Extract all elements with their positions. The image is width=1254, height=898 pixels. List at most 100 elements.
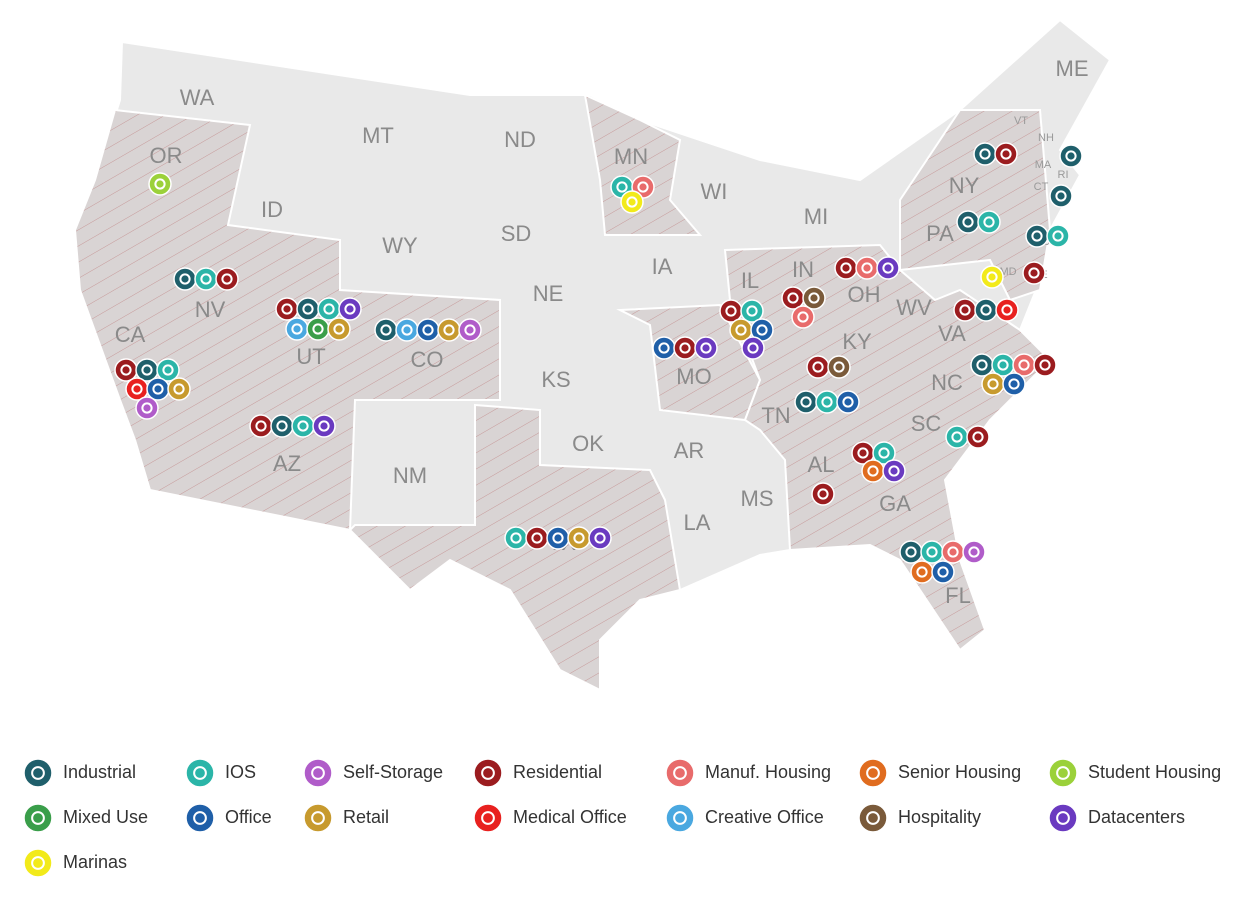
state-label: MN (614, 144, 648, 169)
marker-bg (317, 297, 341, 321)
marker-bg (665, 758, 695, 788)
marker-glyph (735, 324, 747, 336)
marker (899, 540, 923, 564)
marker-bg (303, 758, 333, 788)
marker-glyph (756, 324, 768, 336)
state-label: NM (393, 463, 427, 488)
marker-glyph (141, 364, 153, 376)
marker-bg (23, 803, 53, 833)
marker-bg (1033, 353, 1057, 377)
marker-glyph (673, 766, 687, 780)
marker-glyph (510, 532, 522, 544)
marker-bg (995, 298, 1019, 322)
marker-glyph (276, 420, 288, 432)
marker-glyph (905, 546, 917, 558)
marker (185, 758, 215, 788)
legend-label: Residential (513, 762, 602, 782)
marker-glyph (1031, 230, 1043, 242)
marker-bg (815, 390, 839, 414)
marker-bg (1049, 184, 1073, 208)
marker-glyph (968, 546, 980, 558)
marker-glyph (573, 532, 585, 544)
state-label: KS (541, 367, 570, 392)
marker-bg (966, 425, 990, 449)
state-label: ID (261, 197, 283, 222)
state-label: TN (761, 403, 790, 428)
marker-glyph (947, 546, 959, 558)
marker-glyph (1018, 359, 1030, 371)
marker-bg (437, 318, 461, 342)
marker (794, 390, 818, 414)
marker (458, 318, 482, 342)
marker (977, 210, 1001, 234)
marker-glyph (31, 766, 45, 780)
marker-glyph (821, 396, 833, 408)
marker-glyph (812, 361, 824, 373)
marker (920, 540, 944, 564)
marker-glyph (1056, 811, 1070, 825)
marker-glyph (1001, 304, 1013, 316)
marker (317, 297, 341, 321)
marker-bg (588, 526, 612, 550)
marker (249, 414, 273, 438)
marker (185, 803, 215, 833)
marker (567, 526, 591, 550)
marker-bg (861, 459, 885, 483)
marker (146, 377, 170, 401)
marker-glyph (380, 324, 392, 336)
marker (306, 317, 330, 341)
marker-glyph (443, 324, 455, 336)
marker-bg (1048, 803, 1078, 833)
marker-bg (694, 336, 718, 360)
marker-bg (1002, 372, 1026, 396)
marker-bg (167, 377, 191, 401)
marker-bg (395, 318, 419, 342)
marker (665, 803, 695, 833)
marker (395, 318, 419, 342)
legend-label: Hospitality (898, 807, 981, 827)
marker (995, 298, 1019, 322)
marker-glyph (867, 465, 879, 477)
marker-glyph (673, 811, 687, 825)
state-label: ND (504, 127, 536, 152)
marker-glyph (302, 303, 314, 315)
state-label: MS (741, 486, 774, 511)
marker-bg (910, 560, 934, 584)
marker-glyph (1008, 378, 1020, 390)
marker-glyph (594, 532, 606, 544)
state-label: WY (382, 233, 418, 258)
marker-glyph (297, 420, 309, 432)
marker-bg (802, 286, 826, 310)
marker (741, 336, 765, 360)
marker (437, 318, 461, 342)
marker-bg (974, 298, 998, 322)
hatched-minnesota (583, 93, 703, 236)
marker (973, 142, 997, 166)
marker (135, 358, 159, 382)
state-label: CA (115, 322, 146, 347)
marker (312, 414, 336, 438)
marker-glyph (552, 532, 564, 544)
marker-bg (312, 414, 336, 438)
marker-bg (458, 318, 482, 342)
state-label: MD (999, 266, 1016, 278)
marker-bg (146, 377, 170, 401)
marker-glyph (626, 196, 638, 208)
marker-bg (114, 358, 138, 382)
marker-glyph (141, 402, 153, 414)
state-label: MT (362, 123, 394, 148)
marker-bg (980, 265, 1004, 289)
marker-bg (23, 758, 53, 788)
marker-bg (473, 758, 503, 788)
state-label: RI (1058, 169, 1069, 181)
marker (1049, 184, 1073, 208)
marker (173, 267, 197, 291)
marker (815, 390, 839, 414)
marker (974, 298, 998, 322)
marker-bg (962, 540, 986, 564)
marker-bg (973, 142, 997, 166)
marker-bg (1022, 261, 1046, 285)
legend-label: Industrial (63, 762, 136, 782)
state-label: CO (411, 347, 444, 372)
marker-glyph (1056, 766, 1070, 780)
